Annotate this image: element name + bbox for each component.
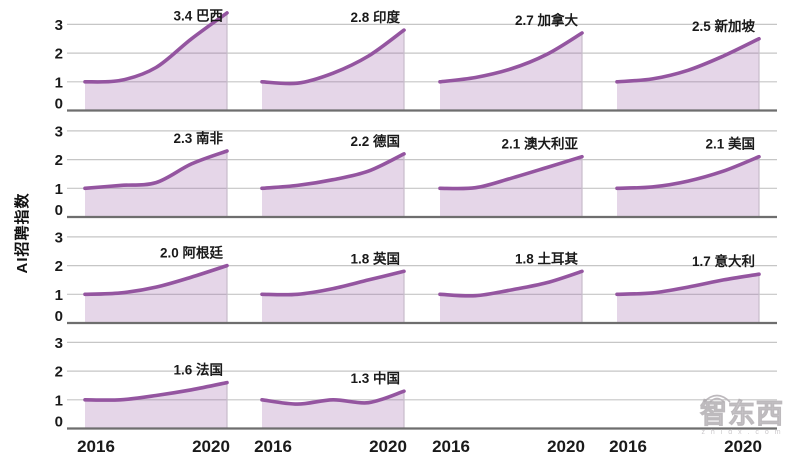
area-fill (85, 12, 227, 111)
x-tick-label: 2016 (254, 437, 292, 456)
area-fill (85, 265, 227, 323)
y-tick-label: 3 (55, 335, 63, 352)
panel-label: 2.5 新加坡 (692, 18, 756, 34)
trend-line (260, 152, 406, 191)
panel-label: 1.7 意大利 (692, 253, 755, 269)
panel-label: 1.6 法国 (173, 362, 223, 378)
y-tick-label: 1 (55, 392, 63, 409)
y-tick-label: 2 (55, 46, 63, 63)
y-tick-label: 1 (55, 181, 63, 198)
panel-label: 1.8 英国 (350, 250, 400, 266)
y-tick-label: 1 (55, 74, 63, 91)
area-fill (85, 382, 227, 429)
x-tick-label: 2016 (609, 437, 647, 456)
trend-line (83, 380, 229, 402)
y-tick-label: 3 (55, 17, 63, 34)
x-tick-label: 2020 (547, 437, 585, 456)
area-fill (262, 271, 404, 323)
trend-line (83, 149, 229, 191)
trend-line (438, 154, 584, 191)
area-fill (262, 153, 404, 217)
area-fill (440, 156, 582, 217)
area-fill (440, 33, 582, 111)
panel-label: 2.0 阿根廷 (160, 245, 224, 261)
panel-label: 1.8 土耳其 (515, 250, 579, 266)
y-tick-label: 2 (55, 364, 63, 381)
x-tick-label: 2020 (192, 437, 230, 456)
panel-label: 2.2 德国 (350, 133, 400, 149)
panel-label: 1.3 中国 (350, 370, 400, 386)
panel-label: 2.8 印度 (350, 9, 400, 25)
area-fill (617, 274, 759, 323)
y-axis-label: AI招聘指数 (14, 192, 31, 274)
panel-label: 2.1 澳大利亚 (501, 136, 578, 152)
panel-label: 2.7 加拿大 (515, 12, 579, 28)
trend-line (260, 269, 406, 297)
trend-line (83, 263, 229, 297)
trend-line (615, 37, 761, 84)
x-tick-label: 2020 (724, 437, 762, 456)
y-tick-label: 3 (55, 123, 63, 140)
y-tick-label: 3 (55, 229, 63, 246)
panel-label: 2.1 美国 (705, 136, 755, 152)
y-tick-label: 2 (55, 152, 63, 169)
panel-label: 3.4 巴西 (173, 8, 223, 23)
trend-line (260, 28, 406, 86)
panel-label: 2.3 南非 (173, 130, 223, 146)
y-tick-label: 0 (55, 414, 63, 431)
x-tick-label: 2020 (369, 437, 407, 456)
trend-line (260, 389, 406, 406)
trend-line (438, 269, 584, 298)
x-tick-label: 2016 (77, 437, 115, 456)
trend-line (438, 31, 584, 84)
x-tick-label: 2016 (432, 437, 470, 456)
y-tick-label: 0 (55, 308, 63, 325)
trend-line (615, 154, 761, 191)
y-tick-label: 0 (55, 96, 63, 113)
y-tick-label: 0 (55, 202, 63, 219)
area-fill (262, 391, 404, 429)
y-tick-label: 1 (55, 287, 63, 304)
trend-line (83, 11, 229, 84)
trend-line (615, 272, 761, 297)
area-fill (262, 30, 404, 111)
y-tick-label: 2 (55, 258, 63, 275)
